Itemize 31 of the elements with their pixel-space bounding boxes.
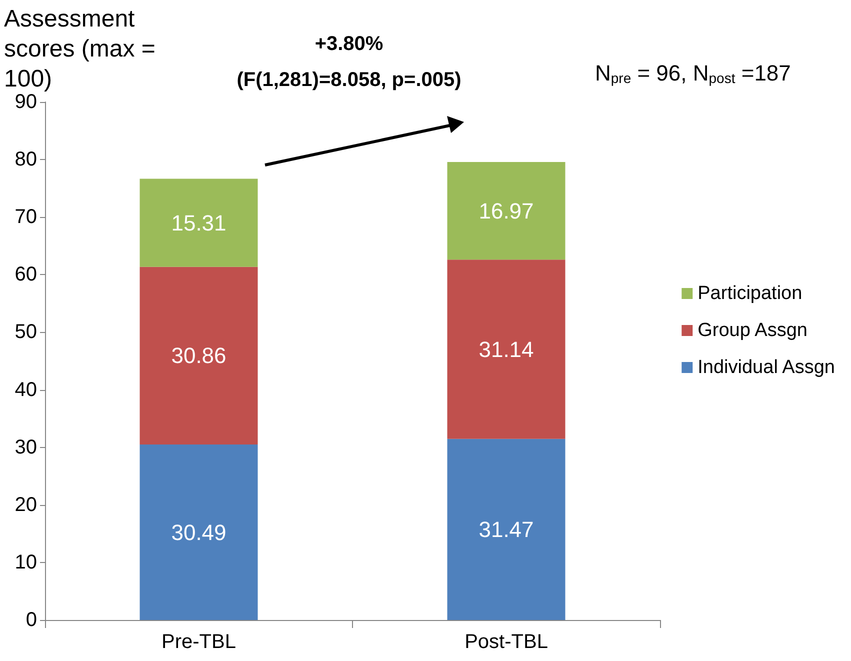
- data-label: 31.14: [478, 336, 534, 362]
- x-tick-label: Post-TBL: [464, 631, 548, 653]
- y-tick-label: 40: [14, 378, 37, 401]
- bar: [447, 162, 566, 260]
- y-tick-label: 80: [14, 148, 37, 171]
- text: +3.80%: [314, 33, 384, 55]
- bar: [140, 444, 258, 620]
- legend-label: Participation: [698, 283, 802, 304]
- bar: [447, 438, 566, 620]
- bar: [447, 260, 566, 439]
- legend-label: Group Assgn: [698, 320, 808, 341]
- y-axis-title: Assessment scores (max = 100): [4, 6, 162, 92]
- x-tick-label: Pre-TBL: [162, 631, 236, 653]
- bar: [140, 178, 258, 267]
- data-label: 30.86: [171, 343, 226, 368]
- y-tick-label: 50: [14, 321, 37, 344]
- y-tick-label: 70: [14, 206, 37, 228]
- y-tick-label: 90: [14, 91, 37, 113]
- y-tick-label: 0: [26, 609, 37, 631]
- y-tick-label: 20: [14, 494, 37, 516]
- data-label: 16.97: [478, 198, 534, 224]
- y-tick-label: 60: [14, 264, 37, 286]
- text: Npre = 96, Npost =187: [595, 60, 791, 86]
- data-label: 31.47: [478, 516, 534, 542]
- data-label: 15.31: [171, 210, 226, 236]
- text: (F(1,281)=8.058, p=.005): [236, 69, 462, 91]
- bar: [140, 266, 258, 445]
- data-label: 30.49: [171, 520, 226, 545]
- y-tick-label: 30: [14, 436, 37, 458]
- legend-label: Individual Assgn: [698, 357, 835, 378]
- y-tick-label: 10: [14, 551, 37, 574]
